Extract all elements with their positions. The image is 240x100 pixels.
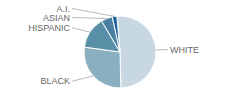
pie-slice <box>117 16 156 88</box>
leader-line <box>72 76 93 81</box>
slice-label: A.I. <box>56 4 70 14</box>
slice-label: ASIAN <box>43 13 70 23</box>
slice-label: WHITE <box>170 45 199 55</box>
leader-line <box>72 18 107 19</box>
pie-chart: WHITE BLACK HISPANICASIANA.I. <box>0 0 240 100</box>
chart-container: WHITE BLACK HISPANICASIANA.I. <box>0 0 240 100</box>
leader-lines <box>72 9 168 82</box>
labels: WHITE BLACK HISPANICASIANA.I. <box>28 4 199 87</box>
slice-label: BLACK <box>40 76 70 86</box>
pie-slice <box>102 17 120 52</box>
pie-slice <box>112 16 120 52</box>
slices <box>84 16 156 88</box>
leader-line <box>156 49 168 50</box>
leader-line <box>72 9 115 17</box>
pie-slice <box>84 47 121 88</box>
leader-line <box>72 28 90 32</box>
slice-label: HISPANIC <box>28 23 70 33</box>
